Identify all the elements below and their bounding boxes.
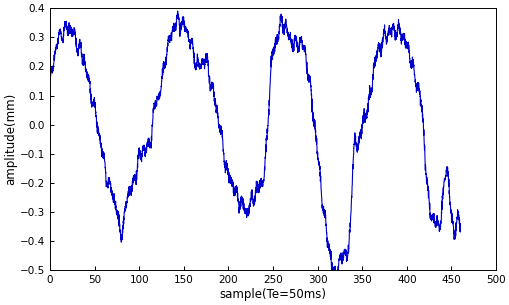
Y-axis label: amplitude(mm): amplitude(mm) [4, 93, 17, 185]
X-axis label: sample(Te=50ms): sample(Te=50ms) [219, 288, 326, 301]
